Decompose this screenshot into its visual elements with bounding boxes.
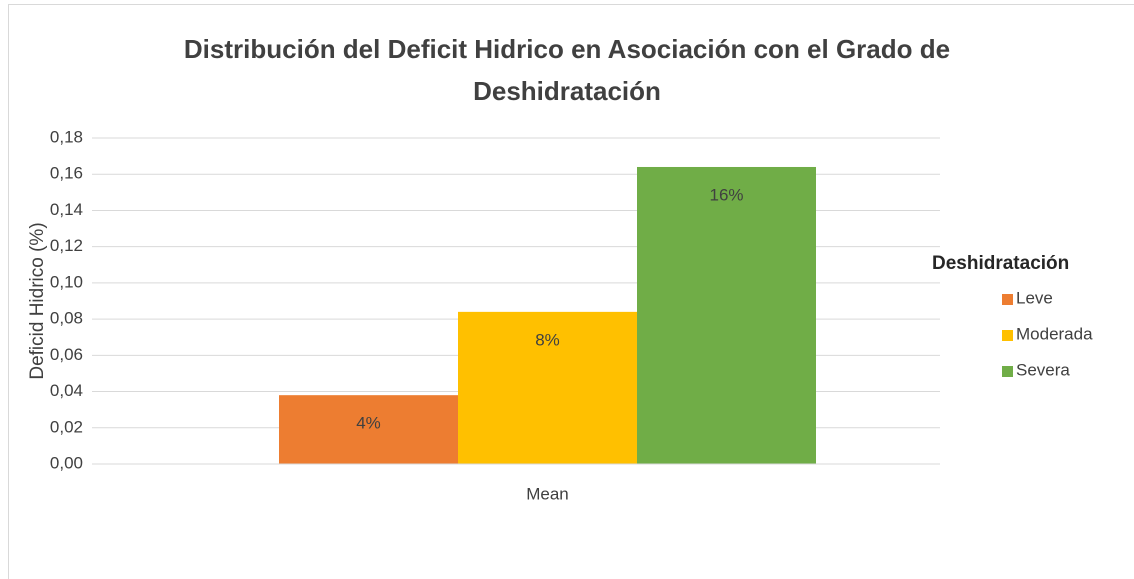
bar — [458, 311, 637, 464]
y-tick-label: 0,16 — [50, 164, 83, 183]
legend-swatch — [1002, 366, 1013, 377]
legend-label: Severa — [1016, 360, 1070, 379]
value-label: 8% — [535, 330, 560, 349]
y-tick-label: 0,10 — [50, 272, 83, 291]
y-tick-label: 0,04 — [50, 381, 83, 400]
legend-label: Moderada — [1016, 324, 1093, 343]
y-tick-label: 0,12 — [50, 236, 83, 255]
y-tick-label: 0,18 — [50, 127, 83, 146]
chart-frame — [8, 4, 1134, 579]
bar — [637, 166, 816, 464]
y-tick-label: 0,02 — [50, 417, 83, 436]
x-tick-label: Mean — [526, 484, 569, 503]
legend-swatch — [1002, 330, 1013, 341]
y-tick-label: 0,14 — [50, 200, 83, 219]
value-label: 4% — [356, 414, 381, 433]
y-tick-label: 0,00 — [50, 453, 83, 472]
legend-title: Deshidratación — [932, 253, 1069, 274]
legend-label: Leve — [1016, 288, 1053, 307]
legend-swatch — [1002, 294, 1013, 305]
chart-title: Distribución del Deficit Hidrico en Asoc… — [183, 34, 951, 106]
bar — [279, 395, 458, 464]
y-tick-label: 0,06 — [50, 345, 83, 364]
y-tick-label: 0,08 — [50, 309, 83, 328]
value-label: 16% — [709, 185, 743, 204]
y-axis-label: Deficid Hidrico (%) — [27, 222, 48, 379]
